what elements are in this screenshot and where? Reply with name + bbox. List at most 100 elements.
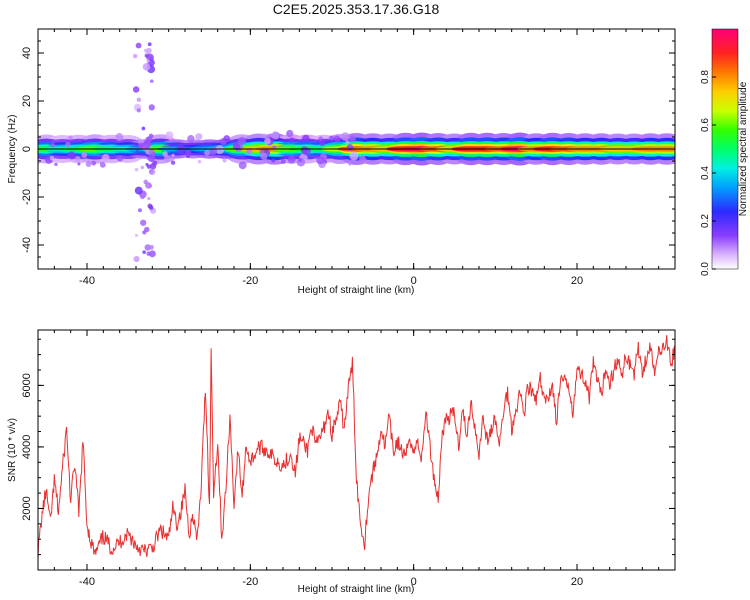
heat-speck-23	[280, 159, 286, 164]
heat-noise-26	[133, 256, 140, 263]
heat-speck-33	[271, 158, 275, 163]
heat-speck-24	[346, 144, 354, 151]
heat-speck-75	[237, 136, 246, 146]
heat-speck-72	[74, 156, 81, 162]
heat-speck-51	[115, 133, 124, 141]
heat-speck-77	[67, 151, 76, 160]
heat-noise-5	[149, 79, 154, 83]
heat-noise-38	[148, 169, 154, 174]
heat-noise-58	[147, 42, 152, 47]
top-xtick-label-0: -40	[79, 275, 95, 287]
heat-speck-3	[170, 160, 176, 165]
heat-speck-16	[163, 156, 171, 163]
heat-speck-26	[50, 143, 55, 148]
heat-noise-0	[132, 53, 138, 59]
heat-speck-12	[101, 153, 110, 162]
heat-noise-42	[142, 63, 151, 71]
heat-speck-10	[152, 160, 158, 166]
top-ytick-label-2: 0	[21, 146, 33, 152]
heat-noise-57	[140, 165, 144, 170]
top-x-axis-label: Height of straight line (km)	[298, 285, 415, 296]
heat-speck-76	[349, 151, 359, 161]
heat-noise-55	[136, 108, 141, 113]
heat-speck-60	[318, 136, 323, 141]
heat-speck-54	[302, 134, 310, 143]
heat-speck-73	[232, 142, 241, 151]
colorbar-tick-label-0: 0.0	[700, 262, 711, 276]
heat-noise-41	[134, 186, 143, 195]
colorbar-tick-label-4: 0.8	[700, 70, 711, 84]
heat-noise-59	[142, 230, 147, 235]
heat-speck-21	[345, 140, 350, 145]
heat-noise-4	[144, 244, 151, 251]
heat-noise-14	[140, 194, 145, 200]
bottom-xtick-label-2: 0	[411, 576, 417, 588]
top-xtick-label-1: -20	[242, 275, 258, 287]
heat-speck-22	[238, 161, 247, 170]
heat-speck-79	[287, 155, 296, 164]
bottom-ytick-label-0: 2000	[21, 496, 33, 520]
bottom-y-axis-label: SNR (10 * v/v)	[7, 418, 18, 482]
colorbar-tick-label-1: 0.2	[700, 214, 711, 228]
bottom-x-axis-label: Height of straight line (km)	[298, 584, 415, 595]
heat-speck-36	[99, 161, 106, 168]
heat-speck-13	[333, 135, 341, 143]
heat-speck-74	[195, 133, 203, 141]
heat-speck-27	[116, 154, 124, 162]
heat-speck-49	[359, 155, 366, 163]
snr-series-line	[38, 335, 675, 560]
heat-speck-0	[91, 160, 97, 166]
heat-speck-41	[286, 129, 294, 138]
heat-noise-50	[146, 53, 154, 62]
heat-speck-70	[65, 141, 71, 148]
heat-speck-67	[142, 140, 152, 149]
top-xtick-label-2: 0	[411, 275, 417, 287]
heat-speck-63	[265, 137, 271, 143]
heat-noise-29	[135, 149, 139, 153]
heat-noise-48	[136, 97, 142, 103]
heat-noise-32	[137, 208, 142, 213]
heat-speck-71	[68, 135, 73, 140]
heat-speck-62	[204, 149, 211, 156]
heat-speck-55	[260, 152, 268, 160]
heat-speck-2	[171, 153, 175, 157]
heat-speck-17	[329, 135, 335, 141]
heat-speck-68	[162, 151, 168, 157]
snr-panel: -40 -20 0 20 2000 4000 6000 Height of straight…	[7, 329, 676, 595]
heat-noise-31	[135, 42, 142, 49]
heat-speck-61	[185, 149, 192, 156]
top-ytick-label-0: 40	[21, 47, 33, 59]
heat-speck-57	[300, 146, 309, 154]
heat-noise-12	[149, 244, 154, 250]
chart-title: C2E5.2025.353.17.36.G18	[273, 1, 440, 17]
heat-speck-37	[81, 152, 88, 158]
heat-noise-49	[145, 162, 149, 167]
colorbar: 0.0 0.2 0.4 0.6 0.8 Normalized spectral ampl…	[700, 28, 749, 276]
heat-noise-52	[146, 59, 150, 63]
heat-noise-23	[141, 126, 146, 131]
heat-noise-16	[147, 154, 156, 162]
heat-speck-43	[246, 148, 253, 155]
bottom-ytick-label-1: 4000	[21, 435, 33, 459]
bottom-xtick-label-0: -40	[79, 576, 95, 588]
heat-speck-53	[319, 140, 326, 147]
heat-speck-1	[215, 145, 225, 155]
heat-noise-51	[149, 250, 156, 258]
bottom-ytick-label-2: 6000	[21, 373, 33, 397]
colorbar-tick-label-3: 0.6	[700, 118, 711, 132]
heat-noise-6	[148, 104, 155, 111]
heat-speck-44	[197, 160, 202, 164]
heat-noise-54	[144, 48, 149, 53]
heat-speck-34	[348, 162, 352, 166]
heat-speck-39	[187, 134, 195, 143]
heat-noise-33	[132, 86, 140, 93]
heat-speck-58	[49, 155, 54, 161]
heat-noise-39	[148, 133, 154, 139]
heat-noise-34	[142, 250, 146, 254]
heat-speck-20	[262, 133, 267, 138]
heat-speck-42	[298, 158, 302, 162]
heat-speck-48	[165, 131, 174, 140]
heat-speck-35	[340, 132, 350, 141]
bottom-xtick-label-3: 20	[571, 576, 583, 588]
